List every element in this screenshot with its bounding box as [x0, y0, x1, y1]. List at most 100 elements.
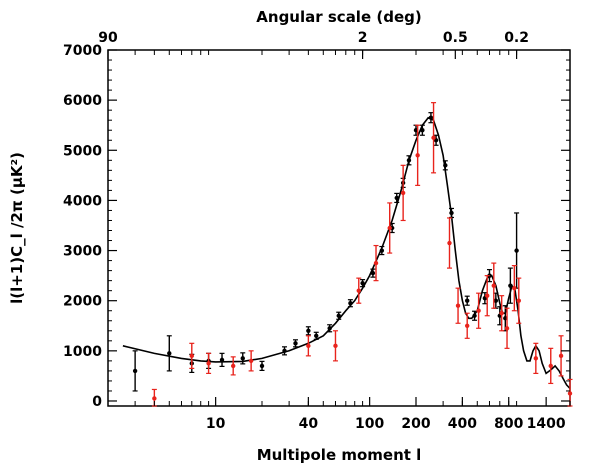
data-marker — [306, 328, 311, 333]
data-marker — [152, 396, 157, 401]
data-marker — [132, 368, 138, 374]
data-point — [282, 346, 288, 356]
data-marker — [447, 240, 452, 246]
data-point — [455, 287, 461, 324]
x-tick-label: 10 — [206, 416, 226, 432]
top-axis-title: Angular scale (deg) — [256, 8, 421, 26]
data-point — [248, 350, 254, 372]
data-point — [189, 342, 195, 369]
y-tick-label: 7000 — [63, 43, 102, 59]
data-marker — [167, 351, 172, 356]
data-marker — [230, 363, 236, 369]
data-point — [373, 244, 379, 282]
black-data-series — [132, 112, 520, 392]
data-marker — [219, 357, 225, 363]
model-curve-line — [122, 116, 571, 390]
data-point — [431, 102, 437, 174]
data-point — [448, 207, 454, 219]
data-marker — [548, 363, 553, 369]
y-tick-label: 5000 — [63, 143, 102, 159]
x-tick-label: 40 — [299, 416, 319, 432]
data-marker — [240, 356, 245, 361]
y-tick-label: 4000 — [63, 193, 102, 209]
data-marker — [504, 326, 510, 331]
x-tick-label: 1400 — [527, 416, 566, 432]
data-marker — [314, 333, 319, 339]
data-marker — [206, 361, 211, 366]
data-marker — [431, 135, 436, 140]
data-marker — [373, 260, 379, 266]
data-marker — [336, 313, 341, 318]
data-marker — [400, 190, 406, 196]
data-marker — [512, 285, 517, 291]
y-tick-label: 3000 — [63, 244, 102, 260]
data-point — [387, 202, 393, 254]
data-point — [400, 164, 406, 222]
data-marker — [567, 391, 573, 396]
data-point — [415, 124, 421, 186]
data-marker — [508, 283, 513, 288]
data-point — [464, 295, 470, 306]
data-point — [491, 262, 497, 309]
data-point — [394, 192, 400, 204]
x-axis-title: Multipole moment l — [257, 446, 422, 464]
data-marker — [443, 163, 448, 168]
data-point — [360, 279, 366, 288]
data-point — [484, 275, 490, 317]
data-point — [370, 268, 376, 278]
x-tick-label: 200 — [401, 416, 430, 432]
top-tick-label: 0.2 — [504, 30, 529, 46]
data-point — [419, 124, 425, 136]
data-point — [446, 217, 452, 269]
data-point — [504, 307, 510, 349]
data-marker — [514, 248, 519, 253]
y-axis-title: l(l+1)C_l /2π (μK²) — [8, 152, 26, 304]
data-marker — [420, 128, 425, 133]
data-marker — [306, 343, 311, 349]
data-marker — [493, 298, 499, 303]
data-marker — [464, 323, 470, 328]
red-data-series — [151, 102, 573, 407]
data-marker — [379, 248, 385, 253]
data-point — [347, 299, 353, 308]
data-marker — [259, 363, 265, 369]
plot-frame — [107, 49, 571, 407]
data-point — [516, 277, 522, 324]
data-point — [259, 360, 265, 371]
data-point — [472, 310, 478, 321]
data-marker — [327, 326, 332, 331]
data-point — [206, 352, 212, 375]
data-point — [499, 295, 505, 332]
data-marker — [248, 358, 254, 364]
data-marker — [394, 195, 399, 201]
y-tick-label: 6000 — [63, 93, 102, 109]
model-curve-group — [122, 116, 571, 390]
data-marker — [476, 308, 481, 313]
data-marker — [333, 343, 338, 349]
data-marker — [516, 298, 521, 303]
data-marker — [558, 353, 564, 359]
data-marker — [464, 298, 470, 303]
data-marker — [533, 356, 539, 361]
data-point — [230, 356, 236, 376]
data-point — [507, 267, 513, 304]
data-point — [292, 339, 298, 348]
top-tick-label: 90 — [98, 30, 118, 46]
y-tick-label: 1000 — [63, 344, 102, 360]
y-tick-label: 0 — [92, 394, 102, 410]
data-point — [428, 112, 434, 124]
data-marker — [189, 353, 194, 359]
data-point — [558, 335, 564, 377]
data-point — [240, 352, 246, 365]
data-point — [379, 245, 385, 256]
data-point — [356, 277, 362, 304]
data-point — [464, 312, 470, 339]
data-marker — [387, 225, 392, 231]
data-point — [132, 350, 138, 392]
data-marker — [282, 348, 287, 354]
data-marker — [472, 313, 477, 318]
top-tick-label: 0.5 — [443, 30, 468, 46]
data-marker — [370, 270, 376, 276]
x-axis-ticks: 10 40 100 200 400 800 1400 — [107, 50, 571, 432]
top-axis-ticks: 90 2 0.5 0.2 — [98, 30, 529, 59]
